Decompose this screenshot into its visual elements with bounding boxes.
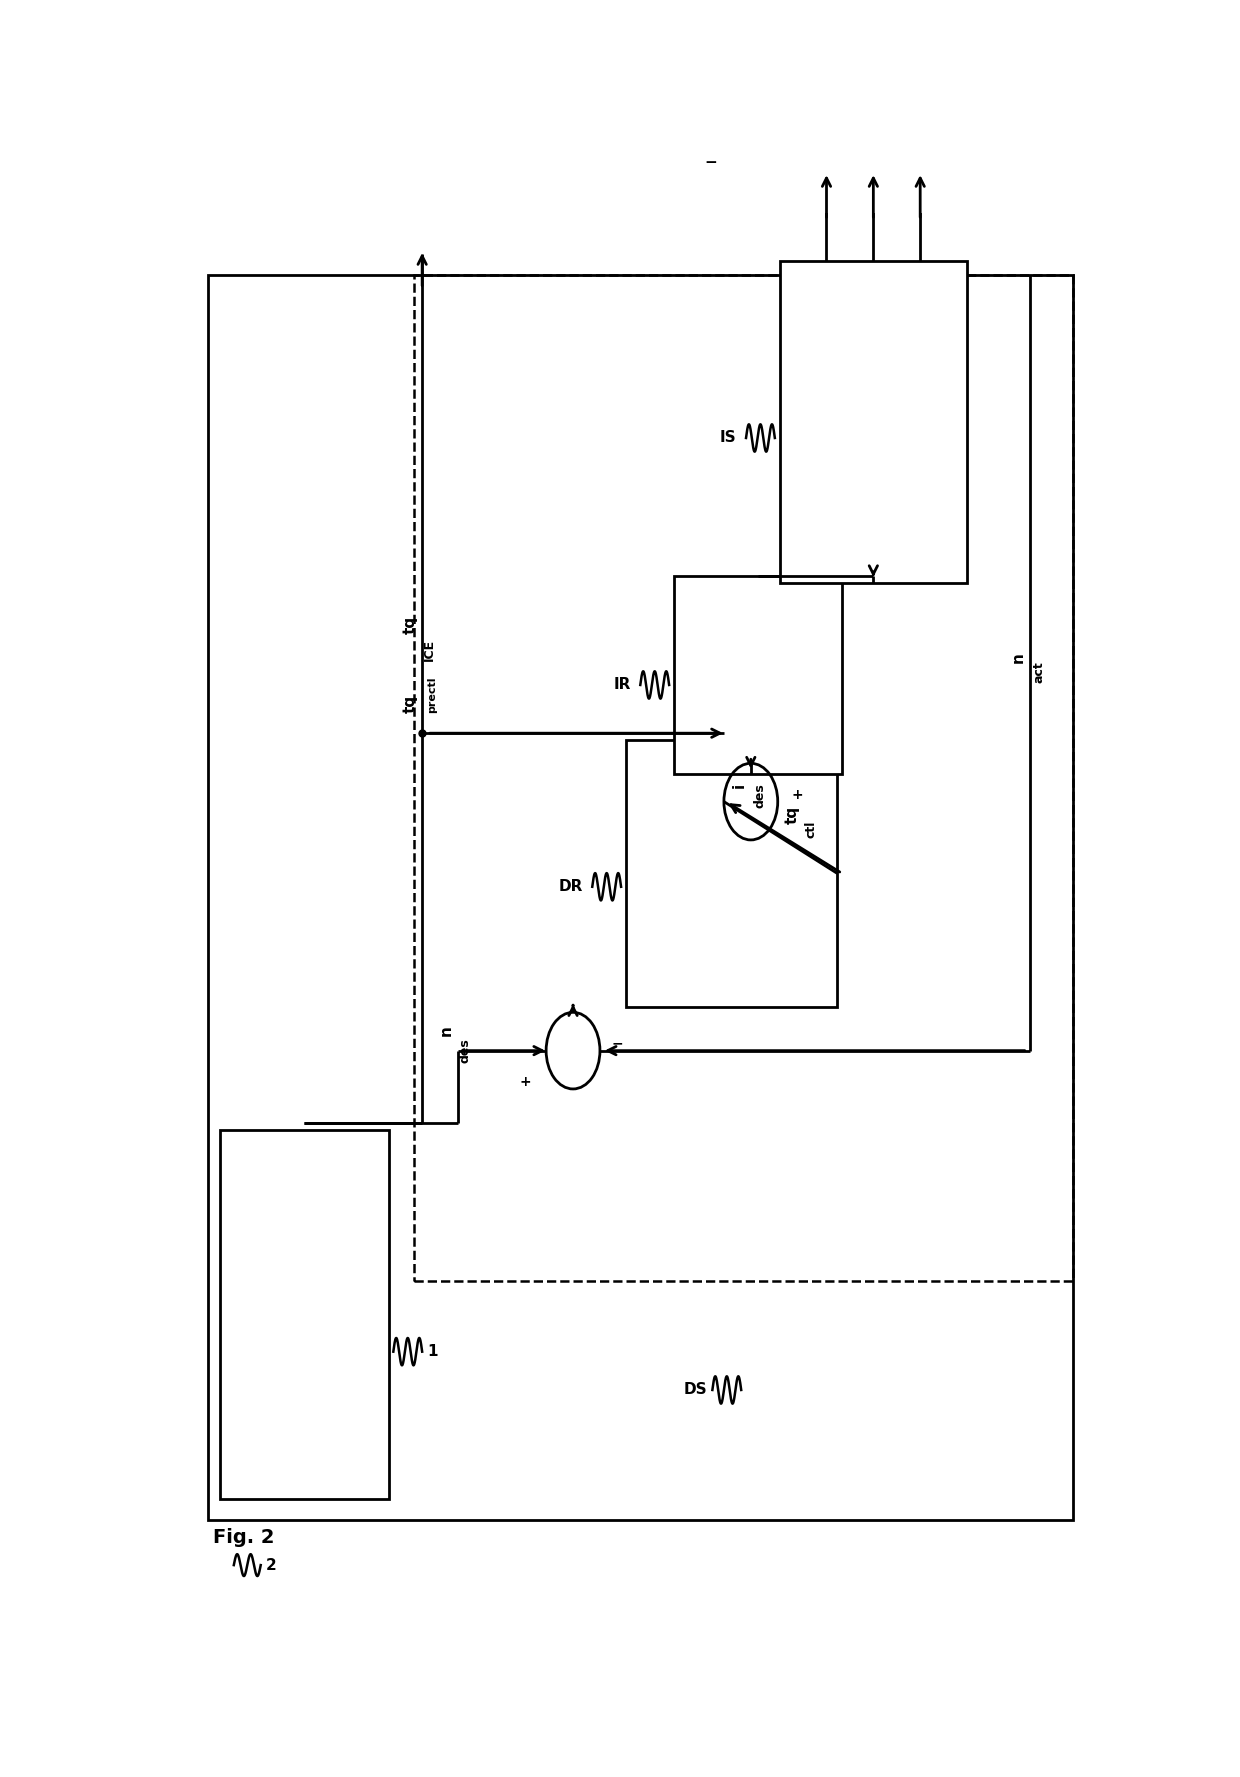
Text: ICE: ICE — [423, 640, 436, 661]
Text: Fig. 2: Fig. 2 — [213, 1528, 274, 1548]
Text: IR: IR — [614, 677, 631, 693]
Bar — [414, 275, 1073, 1281]
Bar — [221, 1130, 388, 1500]
Text: IS: IS — [719, 430, 737, 446]
Text: des: des — [754, 784, 766, 809]
Text: des: des — [459, 1038, 472, 1063]
Text: +: + — [520, 1075, 531, 1089]
Text: −: − — [611, 1036, 622, 1050]
Text: tq: tq — [403, 617, 418, 634]
Text: prectl: prectl — [427, 677, 436, 713]
Text: DS: DS — [684, 1383, 708, 1397]
Text: tq: tq — [403, 695, 418, 713]
Text: n: n — [439, 1025, 454, 1036]
Text: tq: tq — [785, 805, 800, 825]
Bar — [626, 739, 837, 1008]
Text: n: n — [1011, 652, 1025, 663]
Text: act: act — [1033, 661, 1045, 682]
Text: DR: DR — [558, 880, 583, 894]
Text: +: + — [791, 787, 802, 801]
Text: 2: 2 — [265, 1558, 277, 1573]
Bar — [675, 576, 842, 775]
Text: ctl: ctl — [805, 821, 818, 837]
Bar — [780, 261, 967, 583]
Text: −: − — [704, 155, 717, 171]
Text: 1: 1 — [427, 1343, 438, 1359]
Text: i: i — [732, 784, 746, 787]
